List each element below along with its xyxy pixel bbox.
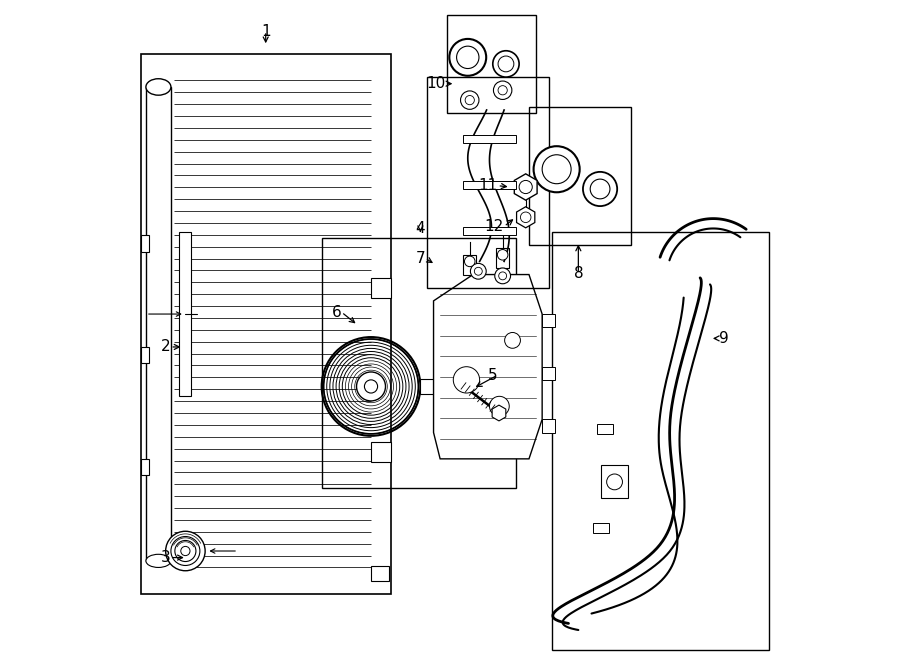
Bar	[321, 239, 516, 488]
Ellipse shape	[146, 555, 171, 567]
Bar	[464, 254, 476, 274]
Bar	[542, 367, 555, 380]
Polygon shape	[434, 274, 542, 459]
Circle shape	[166, 531, 205, 570]
Circle shape	[175, 541, 196, 562]
Circle shape	[519, 180, 532, 194]
Circle shape	[493, 51, 519, 77]
Circle shape	[454, 367, 480, 393]
Bar	[496, 249, 509, 268]
Circle shape	[505, 332, 520, 348]
Bar	[427, 77, 549, 288]
Circle shape	[498, 56, 514, 72]
Circle shape	[607, 474, 623, 490]
Text: 6: 6	[331, 305, 341, 319]
Text: 3: 3	[160, 550, 170, 565]
Circle shape	[498, 250, 508, 260]
Bar	[464, 135, 516, 143]
Bar	[529, 106, 631, 245]
Circle shape	[474, 267, 482, 275]
Circle shape	[464, 256, 475, 266]
Bar	[601, 465, 627, 498]
Bar	[371, 566, 390, 580]
Ellipse shape	[146, 79, 171, 95]
Circle shape	[490, 397, 509, 416]
Circle shape	[171, 537, 200, 565]
Bar	[420, 379, 440, 395]
Text: 11: 11	[478, 178, 498, 193]
Circle shape	[449, 39, 486, 76]
Bar	[552, 232, 770, 650]
Text: 4: 4	[416, 221, 425, 236]
Text: 1: 1	[261, 24, 271, 38]
Text: 5: 5	[488, 368, 498, 383]
Circle shape	[493, 81, 512, 99]
Circle shape	[356, 372, 385, 401]
Circle shape	[471, 263, 486, 279]
Circle shape	[461, 91, 479, 109]
Bar	[371, 442, 391, 462]
Circle shape	[364, 380, 378, 393]
Circle shape	[456, 46, 479, 69]
Bar	[371, 278, 391, 297]
Circle shape	[465, 96, 474, 104]
Text: 10: 10	[426, 76, 446, 91]
Text: 12: 12	[485, 219, 504, 234]
Bar	[542, 419, 555, 432]
Circle shape	[590, 179, 610, 199]
Circle shape	[181, 547, 190, 556]
Bar	[464, 181, 516, 189]
Bar	[140, 235, 149, 252]
Bar	[140, 54, 391, 594]
Circle shape	[583, 172, 617, 206]
Circle shape	[534, 146, 580, 192]
Text: 8: 8	[573, 266, 583, 281]
Circle shape	[520, 212, 531, 223]
Text: 9: 9	[718, 331, 728, 346]
Circle shape	[499, 272, 507, 280]
Bar	[140, 459, 149, 475]
Bar	[593, 523, 609, 533]
Bar	[542, 314, 555, 327]
Bar	[597, 424, 613, 434]
Text: 7: 7	[416, 251, 425, 266]
Circle shape	[542, 155, 572, 184]
Bar	[140, 347, 149, 364]
Text: 2: 2	[160, 340, 170, 354]
Bar	[146, 87, 171, 561]
Bar	[179, 232, 191, 397]
Circle shape	[495, 268, 510, 284]
Bar	[446, 15, 536, 113]
Bar	[464, 227, 516, 235]
Circle shape	[498, 86, 508, 95]
